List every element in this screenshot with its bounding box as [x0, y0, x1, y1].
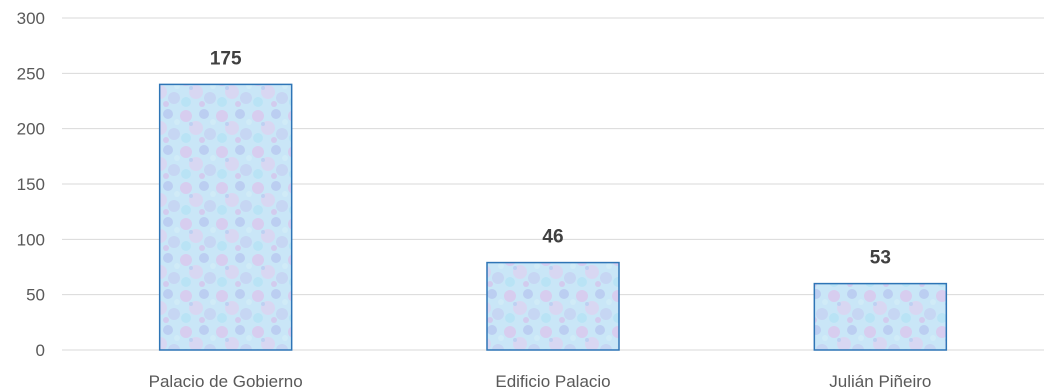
- data-label: 46: [542, 227, 563, 248]
- x-category-label: Palacio de Gobierno: [149, 372, 303, 391]
- bar: [158, 83, 293, 351]
- bars: [158, 83, 948, 351]
- x-axis-category-labels: Palacio de Gobierno Edificio Palacio Juliá…: [149, 372, 932, 391]
- y-axis-tick-labels: 0 50 100 150 200 250 300: [17, 9, 45, 360]
- x-category-label: Edificio Palacio: [495, 372, 610, 391]
- x-category-label: Julián Piñeiro: [829, 372, 931, 391]
- y-tick-label: 300: [17, 9, 45, 28]
- data-labels: 175 46 53: [210, 48, 891, 268]
- y-tick-label: 200: [17, 120, 45, 139]
- data-label: 175: [210, 48, 242, 69]
- y-tick-label: 250: [17, 64, 45, 83]
- y-tick-label: 100: [17, 230, 45, 249]
- bar: [813, 282, 948, 351]
- y-tick-label: 50: [26, 286, 45, 305]
- y-tick-label: 150: [17, 175, 45, 194]
- y-tick-label: 0: [36, 341, 45, 360]
- data-label: 53: [870, 248, 891, 269]
- bar: [486, 261, 620, 351]
